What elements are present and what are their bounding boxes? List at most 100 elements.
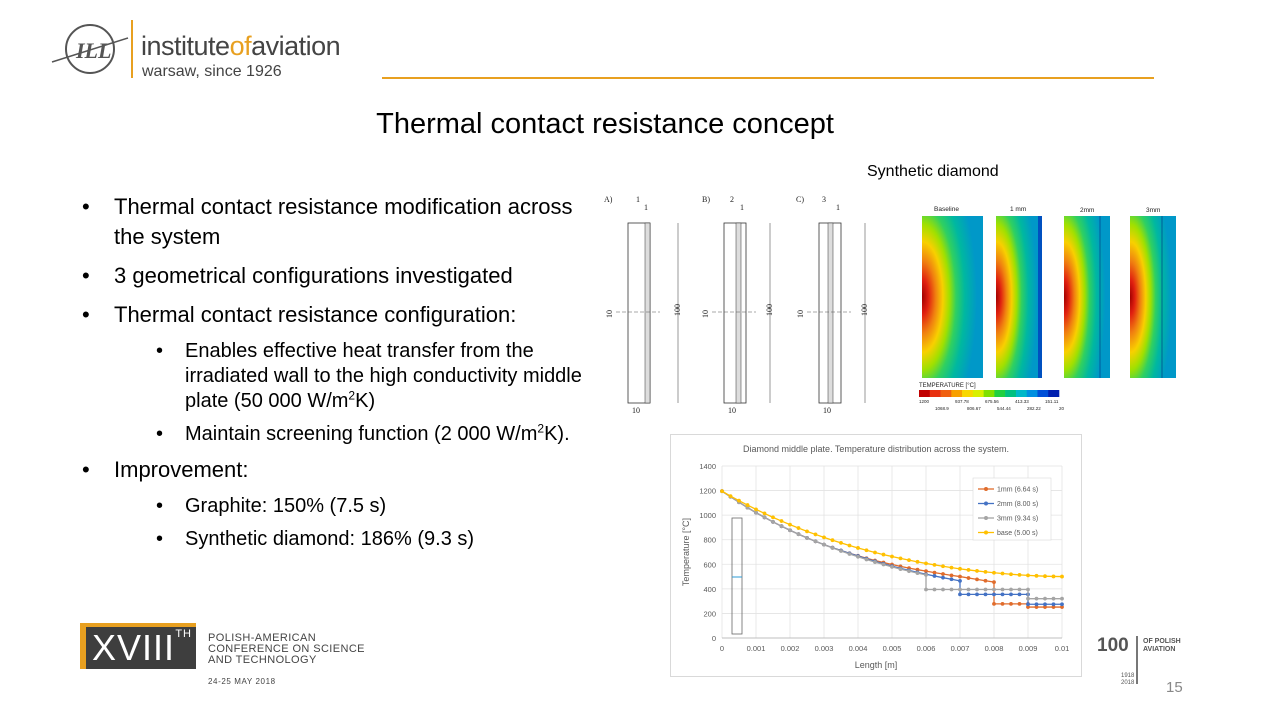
chart-legend: 1mm (6.64 s) 2mm (8.00 s) 3mm (9.34 s) base… [972,477,1052,541]
legend-value: 675.56 [985,399,999,404]
series-point [975,592,979,597]
header-rule [382,77,1154,79]
series-point [898,567,903,571]
anniversary-number: 100 [1097,635,1129,656]
legend-swatch [951,390,963,397]
series-point [907,558,911,563]
superscript: 2 [348,388,356,403]
series-point [949,577,954,582]
series-point [983,587,988,592]
conference-name-line: AND TECHNOLOGY [208,654,317,666]
series-point [856,546,860,550]
legend-swatch [962,390,974,397]
x-tick-label: 0.006 [917,644,936,653]
x-tick-label: 0.008 [985,644,1004,653]
chart-x-label: Length [m] [855,660,898,670]
series-point [992,592,996,597]
legend-value: 937.78 [955,399,969,404]
series-point [813,532,818,537]
legend-marker [984,501,988,506]
legend-entry: 2mm (8.00 s) [997,501,1038,508]
geometry-schematic: A) 1 1 100 10 10 B) 2 1 100 10 10 C) [604,195,869,415]
series-point [1017,587,1022,592]
legend-swatch [972,390,984,397]
series-point [890,564,894,569]
sub-bullet-text: K). [544,423,570,445]
series-point [992,570,996,575]
chart-y-label: Temperature [°C] [681,518,691,586]
schematic-panel-b: B) 2 1 100 10 10 [701,195,774,415]
page-number: 15 [1166,679,1183,696]
small-dim: 1 [644,203,648,212]
series-point [932,563,937,567]
series-point [839,541,843,545]
series-point [1026,602,1030,607]
series-point [864,548,869,553]
series-point [856,554,860,559]
series-point [822,535,826,540]
legend-swatch [1005,390,1017,397]
series-point [754,507,758,512]
org-tagline: warsaw, since 1926 [142,63,282,80]
series-point [737,498,741,503]
height-dim: 100 [860,304,869,316]
series-point [1060,605,1064,609]
legend-swatch [919,390,931,397]
series-point [839,549,843,553]
series-point [941,572,945,576]
small-dim: 1 [740,203,744,212]
contour-panel-baseline: Baseline [922,206,983,378]
series-point [915,559,920,564]
top-dim: 1 [636,195,640,204]
series-point [958,566,962,571]
small-dim: 1 [836,203,840,212]
series-point [932,587,937,592]
legend-value: 413.33 [1015,399,1029,404]
superscript: 2 [537,421,545,436]
series-point [873,560,877,564]
conference-name-line: POLISH-AMERICAN [208,632,317,644]
conference-roman: XVIII [92,627,176,668]
series-point [1000,587,1005,592]
y-tick-label: 0 [712,634,716,643]
contour-panel-label: 2mm [1080,207,1094,214]
legend-marker [984,530,988,535]
legend-swatch [1026,390,1038,397]
contour-figure-label: Synthetic diamond [867,163,999,180]
schematic-panel-a: A) 1 1 100 10 10 [604,195,682,415]
legend-entry: 1mm (6.64 s) [997,487,1038,494]
mid-dim: 10 [796,310,805,318]
legend-entry: base (5.00 s) [997,530,1038,537]
series-point [941,575,945,580]
series-point [975,577,979,582]
mid-dim: 10 [701,310,710,318]
conference-name-line: CONFERENCE ON SCIENCE [208,643,365,655]
conference-name: POLISH-AMERICAN CONFERENCE ON SCIENCE AN… [208,633,388,666]
top-dim: 3 [822,195,826,204]
legend-value: 1200 [919,399,930,404]
series-point [949,565,954,570]
series-point [745,503,750,507]
x-tick-label: 0.004 [849,644,868,653]
logo-mark-text: ILL [75,38,111,63]
x-tick-label: 0.009 [1019,644,1038,653]
legend-value: 1068.9 [935,406,949,411]
width-dim: 10 [632,406,640,415]
legend-value: 282.22 [1027,406,1041,411]
series-point [958,574,962,579]
series-point [992,580,996,584]
series-point [1026,587,1030,592]
y-tick-label: 600 [703,560,716,569]
series-point [1009,592,1013,597]
series-point [847,543,852,548]
bullet-item: Thermal contact resistance configuration… [82,300,582,330]
sub-bullet-item: Maintain screening function (2 000 W/m2K… [82,422,582,447]
series-point [992,587,996,592]
series-point [1034,602,1039,607]
width-dim: 10 [823,406,831,415]
series-point [1009,601,1013,606]
series-point [1009,572,1013,577]
series-point [1000,601,1005,606]
series-point [1051,605,1056,609]
series-point [949,573,954,578]
